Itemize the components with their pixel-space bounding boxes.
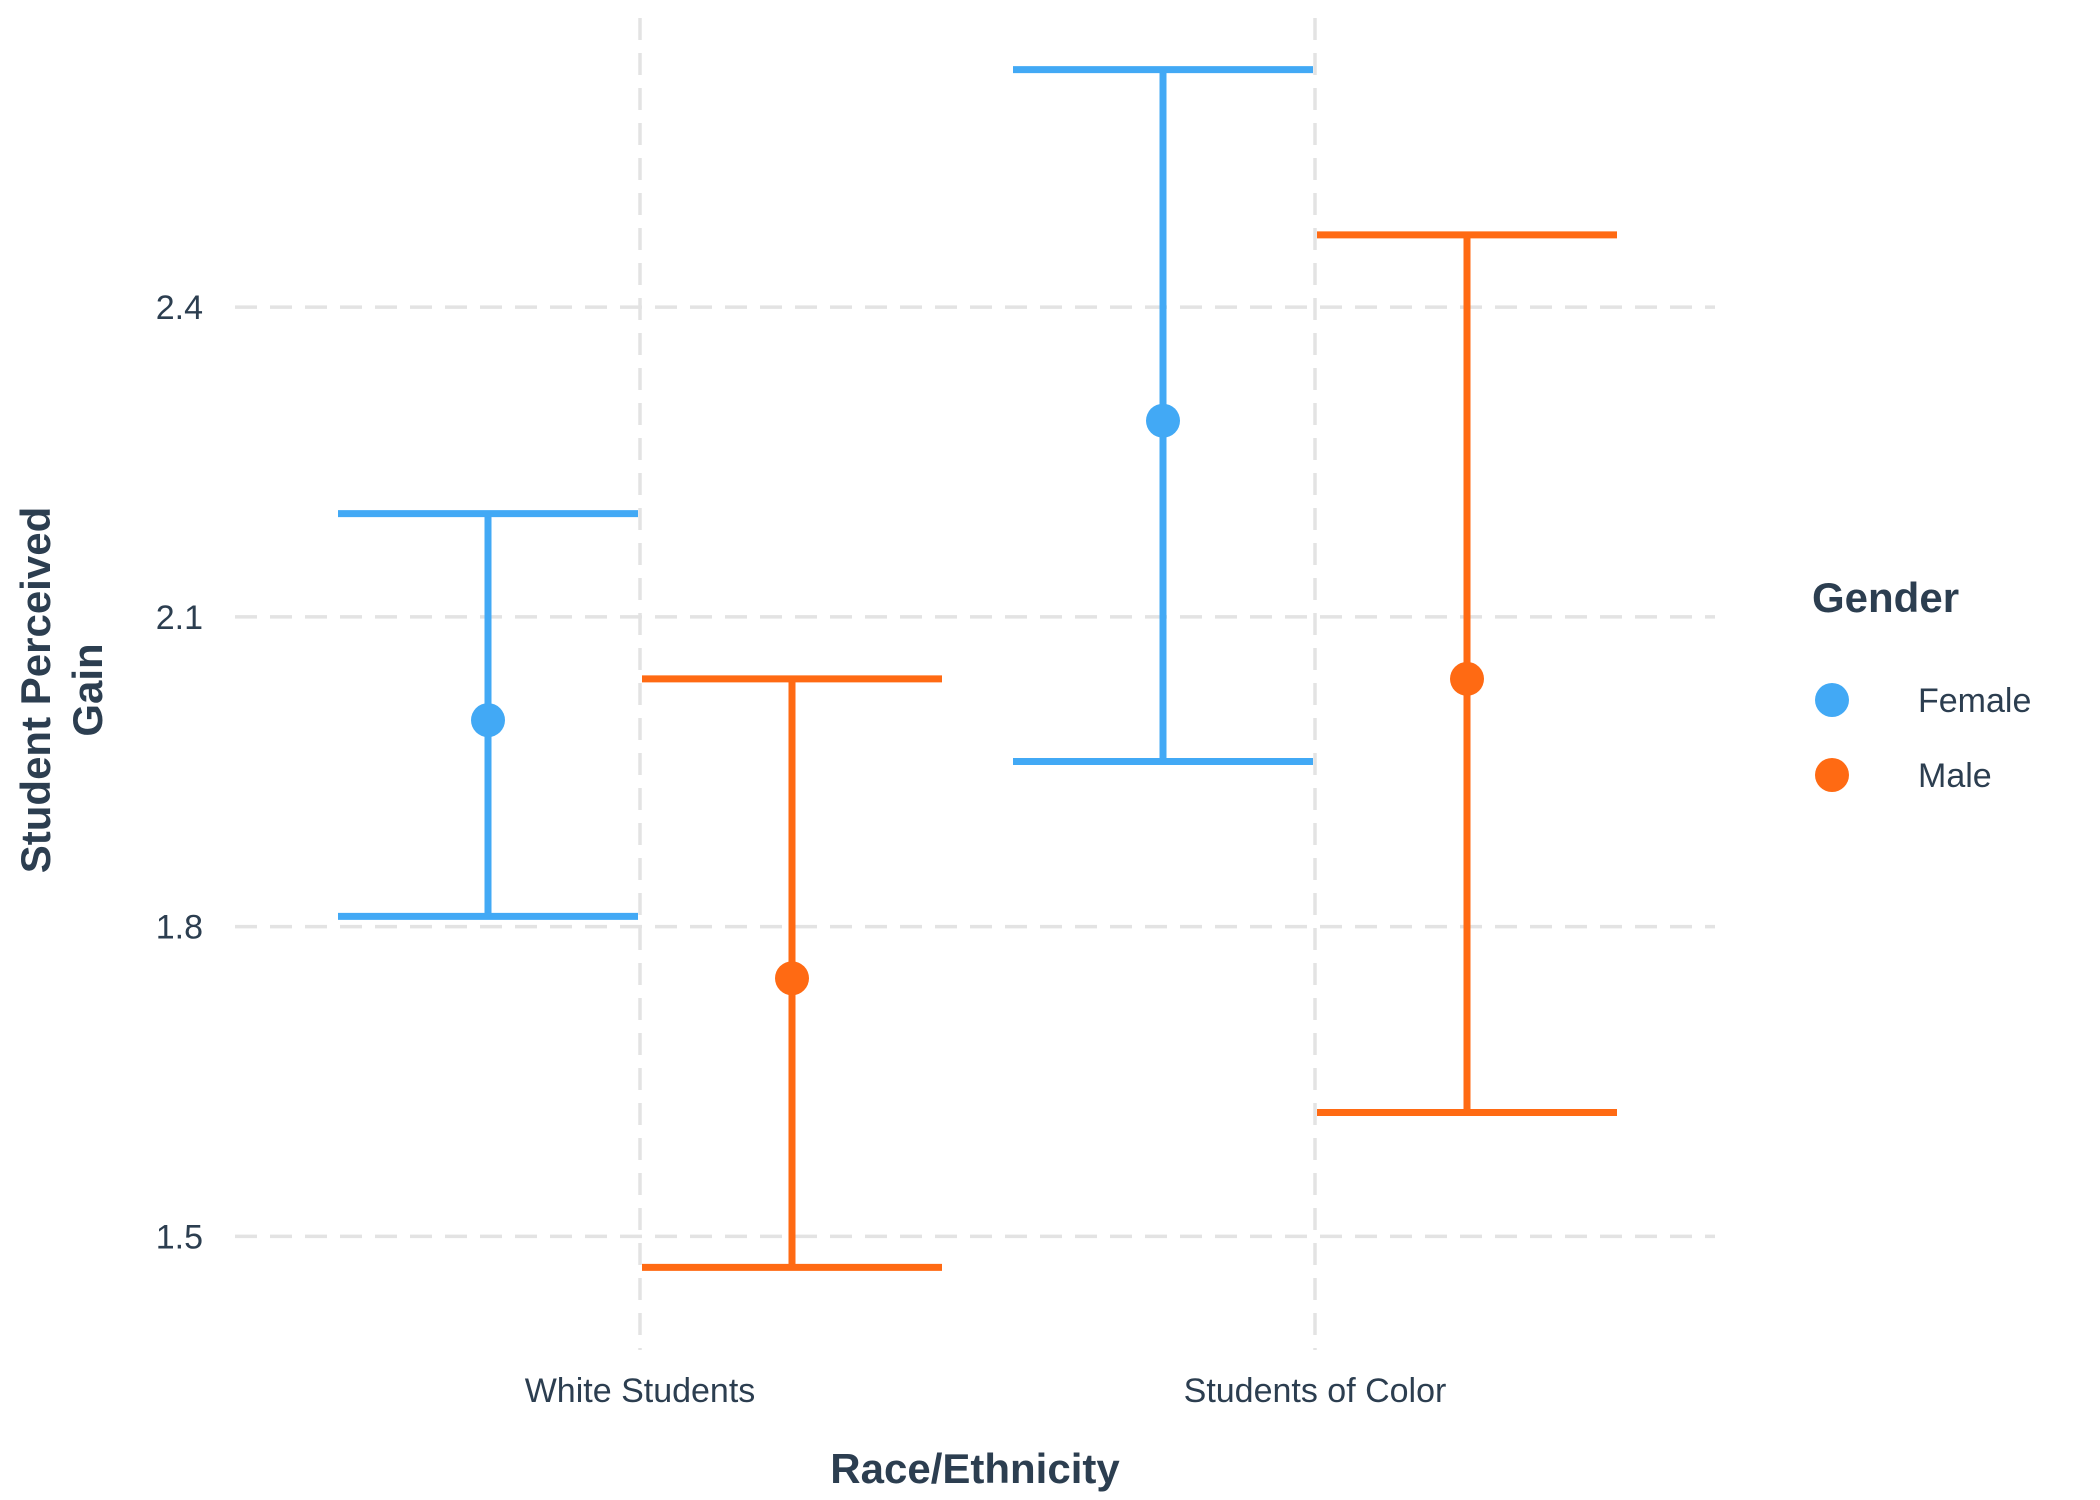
legend-label-male: Male xyxy=(1918,757,1992,795)
legend: Gender Female Male xyxy=(1812,574,2031,795)
male-mean-point xyxy=(775,961,809,996)
y-axis-title-line-2: Gain xyxy=(64,643,111,736)
y-tick-label: 1.8 xyxy=(156,909,203,947)
y-tick-label: 1.5 xyxy=(156,1218,203,1256)
grid-lines xyxy=(235,18,1715,1350)
legend-title: Gender xyxy=(1812,574,1959,621)
x-tick-label: Students of Color xyxy=(1184,1372,1447,1410)
legend-key-male xyxy=(1815,758,1849,792)
male-mean-point xyxy=(1450,661,1484,696)
y-axis-title: Student Perceived Gain xyxy=(12,507,111,873)
y-axis-title-line-1: Student Perceived xyxy=(12,507,59,873)
legend-key-female xyxy=(1815,683,1849,717)
y-axis-ticks: 1.5 1.8 2.1 2.4 xyxy=(156,289,203,1256)
x-tick-label: White Students xyxy=(525,1372,756,1410)
x-axis-ticks: White Students Students of Color xyxy=(525,1372,1447,1410)
y-tick-label: 2.4 xyxy=(156,289,203,327)
y-tick-label: 2.1 xyxy=(156,599,203,637)
plot-marks xyxy=(338,66,1617,1271)
x-axis-title: Race/Ethnicity xyxy=(830,1445,1120,1492)
female-mean-point xyxy=(471,703,505,738)
female-mean-point xyxy=(1146,403,1180,438)
legend-label-female: Female xyxy=(1918,682,2031,720)
